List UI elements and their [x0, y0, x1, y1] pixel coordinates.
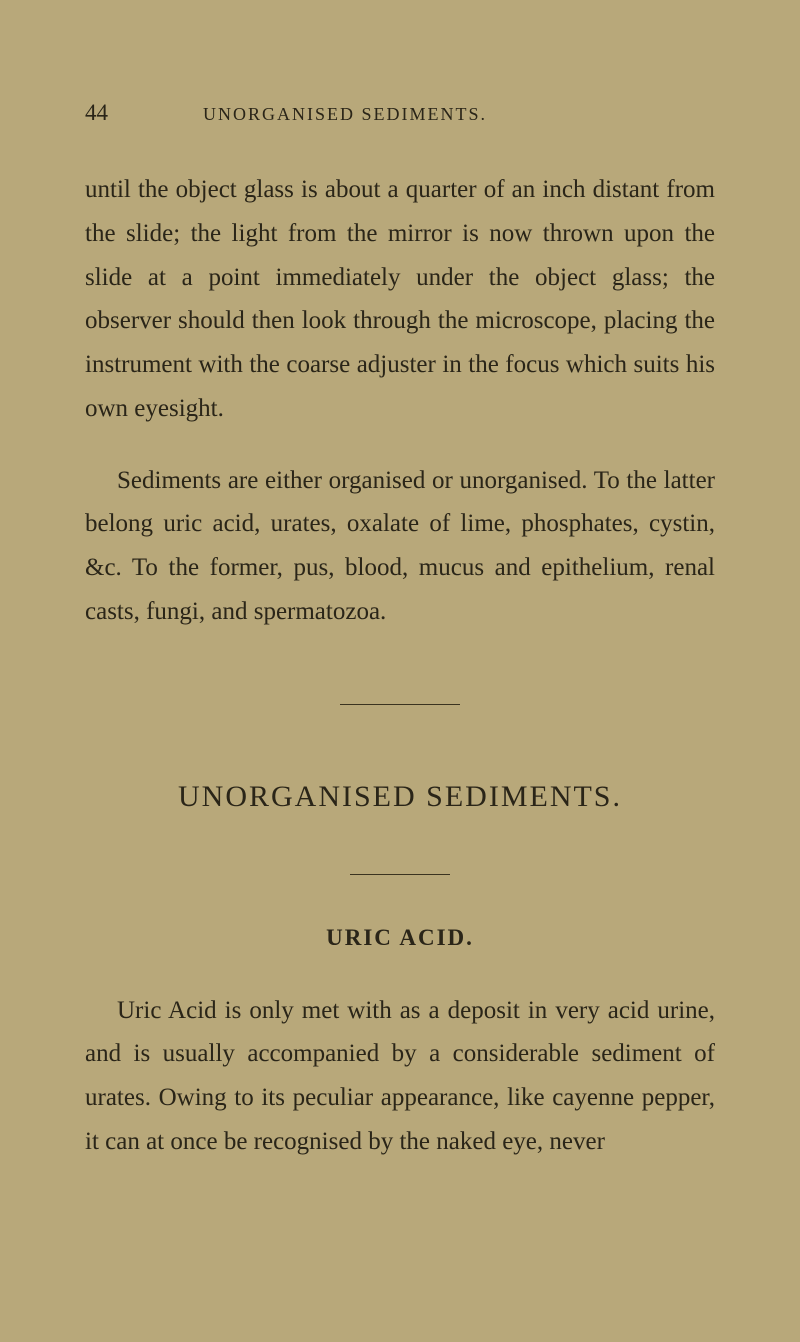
- page-number: 44: [85, 100, 108, 126]
- paragraph-2: Sediments are either organised or unorga…: [85, 459, 715, 634]
- subsection-title: URIC ACID.: [85, 925, 715, 951]
- page-header: 44 UNORGANISED SEDIMENTS.: [85, 100, 715, 126]
- running-header: UNORGANISED SEDIMENTS.: [203, 104, 487, 125]
- paragraph-3: Uric Acid is only met with as a deposit …: [85, 989, 715, 1164]
- paragraph-1: until the object glass is about a quarte…: [85, 168, 715, 431]
- horizontal-divider: [340, 704, 460, 705]
- section-title: UNORGANISED SEDIMENTS.: [85, 780, 715, 814]
- subsection-divider: [350, 874, 450, 875]
